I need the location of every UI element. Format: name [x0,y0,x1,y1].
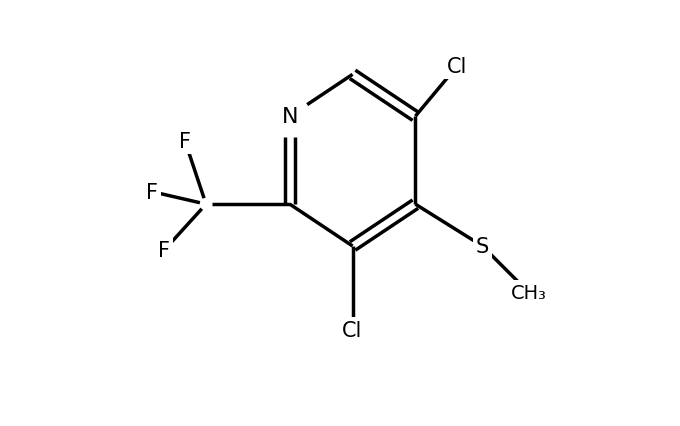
Text: N: N [282,107,298,127]
Text: F: F [158,241,170,261]
Text: F: F [179,132,191,152]
Text: Cl: Cl [342,320,362,340]
Text: F: F [146,182,158,202]
Text: S: S [476,236,489,256]
Text: Cl: Cl [447,57,467,77]
Text: CH₃: CH₃ [511,283,546,302]
